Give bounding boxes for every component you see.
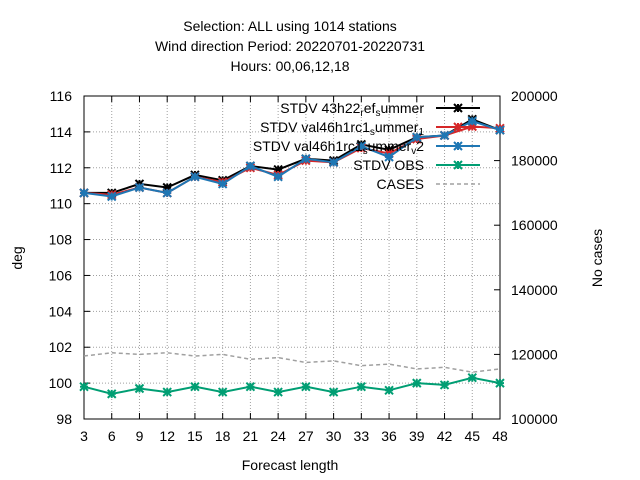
series-stdv-val46h1rc1-summer-v2-point: [107, 191, 117, 202]
x-tick-label: 36: [381, 428, 397, 444]
x-tick-label: 45: [464, 428, 480, 444]
x-axis-label: Forecast length: [242, 457, 339, 473]
title-line-2: Wind direction Period: 20220701-20220731: [155, 38, 425, 54]
legend-label: STDV 43h22refsummer: [280, 100, 424, 119]
axis-ticks: 3 6 9 12 15 18 21 24 27 30 33 36 39 42 45 4898100102104…: [49, 88, 558, 444]
series-stdv-val46h1rc1-summer-v2-point: [356, 141, 367, 151]
series-stdv-obs-point: [356, 381, 367, 392]
series-stdv-obs-point: [439, 380, 450, 390]
y2-axis-label: No cases: [589, 229, 605, 287]
series-stdv-obs-point: [301, 381, 311, 392]
legend-label: CASES: [377, 176, 424, 192]
y2-tick-label: 180000: [511, 153, 558, 169]
title-line-3: Hours: 00,06,12,18: [230, 58, 349, 74]
y-tick-label: 102: [49, 339, 73, 355]
y-tick-label: 110: [50, 196, 73, 212]
series-stdv-obs-point: [217, 387, 228, 397]
series-stdv-obs-point: [273, 387, 283, 397]
x-tick-label: 12: [159, 428, 175, 444]
legend-marker-sample: [453, 103, 463, 113]
title-line-1: Selection: ALL using 1014 stations: [183, 18, 397, 34]
x-tick-label: 18: [215, 428, 231, 444]
series-stdv-val46h1rc1-summer-v2-point: [384, 152, 394, 162]
y-tick-label: 114: [50, 124, 73, 140]
series-stdv-val46h1rc1-summer-v2-point: [412, 132, 422, 142]
legend-label: STDV val46h1rc1summerv2: [253, 138, 424, 157]
legend-stdv-43h22-ref-summer: STDV 43h22refsummer: [280, 100, 480, 119]
series-stdv-obs-point: [79, 381, 89, 392]
series-stdv-val46h1rc1-summer-v2-line: [83, 120, 501, 198]
series-stdv-val46h1rc1-summer-v2-point: [495, 125, 505, 135]
y-tick-label: 100: [49, 375, 73, 391]
series-stdv-obs-point: [467, 373, 477, 383]
x-tick-label: 39: [409, 428, 425, 444]
series-stdv-val46h1rc1-summer-v2-point: [245, 161, 256, 171]
series-stdv-obs-line: [83, 376, 501, 395]
series-cases: [83, 352, 501, 373]
y-tick-label: 112: [50, 160, 73, 176]
series-stdv-obs-point: [190, 381, 200, 392]
series-stdv-obs-point: [107, 389, 117, 399]
plot-frame: [83, 95, 501, 420]
x-tick-label: 24: [270, 428, 286, 444]
series-stdv-obs-point: [495, 378, 505, 388]
y-tick-label: 98: [56, 411, 72, 427]
series-stdv-val46h1rc1-summer-v2-point: [79, 188, 89, 198]
y-tick-label: 106: [49, 267, 73, 283]
legend-stdv-obs: STDV OBS: [353, 157, 480, 173]
legend-marker-sample: [453, 160, 463, 170]
y-tick-label: 116: [50, 88, 73, 104]
series-stdv-obs-point: [412, 378, 422, 388]
legend-label: STDV val46h1rc1summer1: [260, 119, 424, 138]
series-stdv-val46h1rc1-summer-v2-point: [301, 154, 311, 164]
x-tick-label: 42: [437, 428, 453, 444]
y2-tick-label: 100000: [511, 411, 558, 427]
y2-tick-label: 160000: [511, 217, 558, 233]
legend-marker-sample: [453, 122, 463, 132]
series-lines: [79, 114, 505, 399]
x-tick-label: 30: [326, 428, 342, 444]
series-stdv-val46h1rc1-summer-v2-point: [467, 116, 477, 126]
x-tick-label: 33: [354, 428, 370, 444]
series-stdv-val46h1rc1-summer-v2-point: [328, 157, 339, 168]
x-tick-label: 27: [298, 428, 314, 444]
series-stdv-val46h1rc1-summer-v2-point: [273, 172, 283, 182]
y-axis-label: deg: [9, 246, 25, 269]
x-tick-label: 15: [187, 428, 203, 444]
y-tick-label: 108: [49, 232, 73, 248]
series-stdv-val46h1rc1-summer-v2-point: [162, 188, 172, 198]
x-tick-label: 6: [108, 428, 116, 444]
series-stdv-val46h1rc1-summer-v2-point: [439, 130, 450, 141]
series-stdv-obs-point: [328, 387, 339, 397]
chart-title: Selection: ALL using 1014 stations Wind …: [155, 18, 425, 74]
legend-label: STDV OBS: [353, 157, 424, 173]
series-stdv-obs: [79, 373, 505, 399]
legend-stdv-val46h1rc1-summer-1: STDV val46h1rc1summer1: [260, 119, 480, 138]
x-tick-label: 3: [80, 428, 88, 444]
y2-tick-label: 140000: [511, 282, 558, 298]
y-tick-label: 104: [49, 303, 73, 319]
legend-stdv-val46h1rc1-summer-v2: STDV val46h1rc1summerv2: [253, 138, 480, 157]
series-stdv-obs-point: [245, 381, 256, 392]
series-stdv-val46h1rc1-summer-v2-point: [217, 179, 228, 189]
x-tick-label: 21: [243, 428, 259, 444]
series-stdv-val46h1rc1-summer-v2: [79, 116, 505, 202]
x-tick-label: 9: [136, 428, 144, 444]
series-stdv-obs-point: [134, 383, 145, 394]
series-stdv-val46h1rc1-summer-v2-point: [190, 172, 200, 182]
series-stdv-val46h1rc1-summer-v2-point: [134, 182, 145, 193]
y2-tick-label: 200000: [511, 88, 558, 104]
legend-marker-sample: [453, 141, 463, 151]
legend-cases: CASES: [377, 176, 480, 192]
x-tick-label: 48: [492, 428, 508, 444]
series-cases-line: [83, 352, 501, 373]
series-stdv-obs-point: [384, 385, 394, 395]
y2-tick-label: 120000: [511, 346, 558, 362]
series-stdv-obs-point: [162, 387, 172, 397]
